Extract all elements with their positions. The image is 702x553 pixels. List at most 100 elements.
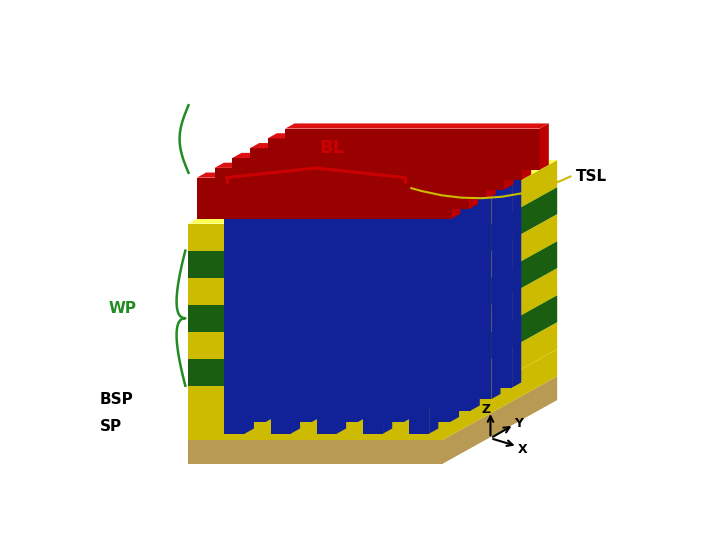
Polygon shape xyxy=(450,195,470,410)
Polygon shape xyxy=(443,187,557,278)
Polygon shape xyxy=(383,212,392,434)
Polygon shape xyxy=(404,189,434,195)
Polygon shape xyxy=(285,129,540,170)
Polygon shape xyxy=(450,189,479,195)
Polygon shape xyxy=(333,178,362,183)
Polygon shape xyxy=(338,201,367,206)
Polygon shape xyxy=(197,178,451,219)
Polygon shape xyxy=(443,295,557,386)
Polygon shape xyxy=(267,133,531,138)
Polygon shape xyxy=(189,223,443,251)
Polygon shape xyxy=(265,201,274,422)
Polygon shape xyxy=(445,178,454,399)
Polygon shape xyxy=(374,166,383,388)
Polygon shape xyxy=(358,189,388,195)
Polygon shape xyxy=(425,189,434,410)
Polygon shape xyxy=(189,214,557,278)
Polygon shape xyxy=(358,201,367,422)
Polygon shape xyxy=(307,178,316,399)
Polygon shape xyxy=(189,332,443,359)
Polygon shape xyxy=(378,189,388,410)
Polygon shape xyxy=(189,359,443,386)
Polygon shape xyxy=(215,168,469,209)
Polygon shape xyxy=(197,173,461,178)
Polygon shape xyxy=(430,206,450,422)
Polygon shape xyxy=(451,173,461,219)
Polygon shape xyxy=(491,178,501,399)
Polygon shape xyxy=(504,143,513,190)
Polygon shape xyxy=(430,201,459,206)
Polygon shape xyxy=(333,183,353,399)
Polygon shape xyxy=(443,376,557,463)
Polygon shape xyxy=(286,189,296,410)
Polygon shape xyxy=(409,212,438,217)
Polygon shape xyxy=(317,217,337,434)
Polygon shape xyxy=(312,195,332,410)
Polygon shape xyxy=(266,189,296,195)
Text: Z: Z xyxy=(481,403,490,416)
Polygon shape xyxy=(245,206,265,422)
Polygon shape xyxy=(189,295,557,359)
Polygon shape xyxy=(307,171,328,388)
Polygon shape xyxy=(189,187,557,251)
Polygon shape xyxy=(291,206,312,422)
Polygon shape xyxy=(443,268,557,359)
Polygon shape xyxy=(443,349,557,440)
Polygon shape xyxy=(469,163,478,209)
Polygon shape xyxy=(420,166,429,388)
Polygon shape xyxy=(471,178,501,183)
Polygon shape xyxy=(443,214,557,305)
Polygon shape xyxy=(443,322,557,413)
Polygon shape xyxy=(466,166,475,388)
Polygon shape xyxy=(446,166,475,171)
Polygon shape xyxy=(189,440,443,463)
Polygon shape xyxy=(245,212,254,434)
Polygon shape xyxy=(215,163,478,168)
Polygon shape xyxy=(189,349,557,413)
Polygon shape xyxy=(189,241,557,305)
Polygon shape xyxy=(363,212,392,217)
Polygon shape xyxy=(358,195,378,410)
Polygon shape xyxy=(486,153,496,200)
Polygon shape xyxy=(492,171,512,388)
Polygon shape xyxy=(285,123,549,129)
Polygon shape xyxy=(312,189,341,195)
Polygon shape xyxy=(399,171,420,388)
Polygon shape xyxy=(512,166,522,388)
Polygon shape xyxy=(266,195,286,410)
Polygon shape xyxy=(446,171,466,388)
Polygon shape xyxy=(379,183,399,399)
Polygon shape xyxy=(189,413,443,440)
Polygon shape xyxy=(354,171,374,388)
Polygon shape xyxy=(338,206,358,422)
Polygon shape xyxy=(337,212,346,434)
Polygon shape xyxy=(332,189,341,410)
Polygon shape xyxy=(189,386,443,413)
Polygon shape xyxy=(399,178,409,399)
Polygon shape xyxy=(409,217,429,434)
Polygon shape xyxy=(540,123,549,170)
Polygon shape xyxy=(189,376,557,440)
Text: BSP: BSP xyxy=(100,392,133,407)
Polygon shape xyxy=(225,212,254,217)
Polygon shape xyxy=(522,133,531,180)
Polygon shape xyxy=(471,183,491,399)
Polygon shape xyxy=(353,178,362,399)
Polygon shape xyxy=(404,195,425,410)
Text: SP: SP xyxy=(100,419,121,434)
Polygon shape xyxy=(450,201,459,422)
Polygon shape xyxy=(383,201,413,206)
Polygon shape xyxy=(189,251,443,278)
Polygon shape xyxy=(354,166,383,171)
Polygon shape xyxy=(189,278,443,305)
Polygon shape xyxy=(312,201,321,422)
Polygon shape xyxy=(189,160,557,223)
Text: BL: BL xyxy=(319,139,344,157)
Text: WP: WP xyxy=(109,301,137,316)
Polygon shape xyxy=(404,201,413,422)
Polygon shape xyxy=(379,178,409,183)
Polygon shape xyxy=(383,206,404,422)
Text: Y: Y xyxy=(515,416,523,430)
Polygon shape xyxy=(250,148,504,190)
Polygon shape xyxy=(232,158,486,200)
